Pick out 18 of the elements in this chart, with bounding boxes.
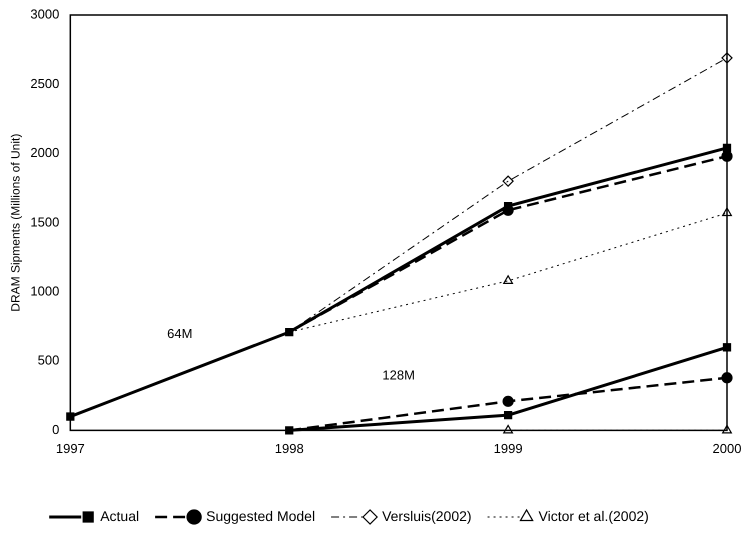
annotation: 64M [167, 326, 192, 341]
legend-label: Victor et al.(2002) [538, 508, 649, 524]
y-axis-title: DRAM Sipments (Millions of Unit) [8, 134, 23, 312]
y-tick-label: 500 [38, 352, 60, 368]
x-tick-label: 1999 [494, 440, 523, 456]
annotation: 128M [382, 367, 415, 382]
y-tick-label: 2000 [30, 145, 60, 160]
legend-label: Actual [100, 508, 140, 524]
y-tick-label: 2500 [30, 76, 60, 91]
y-tick-label: 0 [52, 422, 60, 437]
y-tick-label: 3000 [30, 6, 60, 22]
legend-label: Versluis(2002) [382, 508, 472, 524]
x-tick-label: 1997 [56, 440, 85, 456]
x-tick-label: 2000 [712, 440, 742, 456]
y-tick-label: 1000 [30, 284, 60, 299]
x-tick-label: 1998 [274, 440, 304, 456]
legend-label: Suggested Model [206, 508, 316, 524]
y-tick-label: 1500 [30, 214, 60, 230]
